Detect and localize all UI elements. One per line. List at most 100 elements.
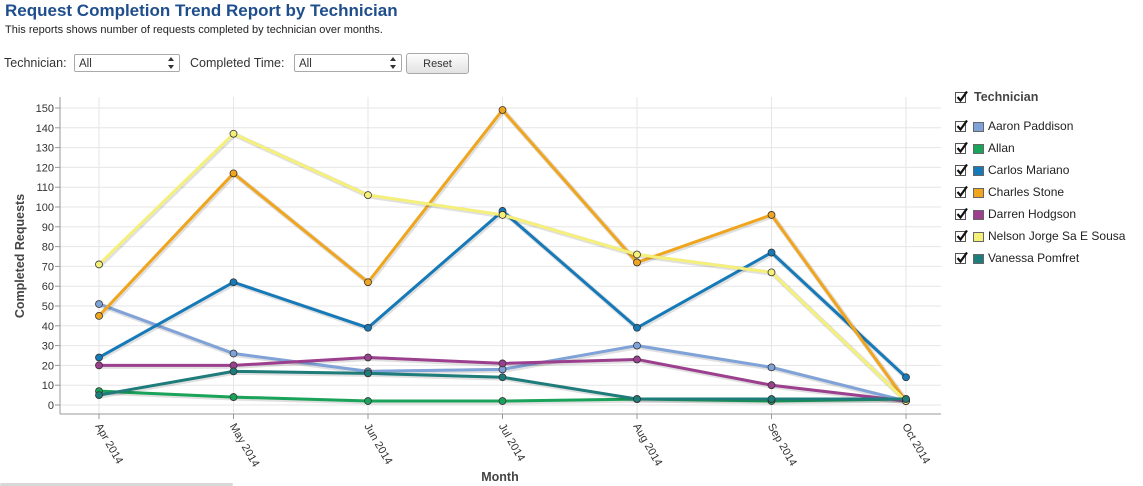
x-axis-title: Month bbox=[481, 470, 518, 484]
data-point[interactable] bbox=[229, 393, 238, 401]
legend-checkbox[interactable] bbox=[955, 207, 968, 220]
y-tick-label: 80 bbox=[42, 242, 54, 254]
y-tick-label: 140 bbox=[36, 123, 54, 135]
data-point[interactable] bbox=[364, 323, 372, 332]
data-point[interactable] bbox=[767, 268, 776, 277]
legend-label: Darren Hodgson bbox=[988, 207, 1077, 221]
data-point[interactable] bbox=[364, 397, 372, 405]
x-tick-label: Oct 2014 bbox=[899, 422, 932, 467]
data-point[interactable] bbox=[229, 278, 238, 287]
legend-label: Charles Stone bbox=[988, 185, 1065, 199]
data-point[interactable] bbox=[229, 129, 238, 138]
data-point[interactable] bbox=[95, 391, 103, 400]
data-point[interactable] bbox=[498, 397, 507, 405]
legend-checkbox[interactable] bbox=[955, 163, 968, 176]
completed-time-select[interactable]: All bbox=[294, 54, 402, 72]
legend-checkbox[interactable] bbox=[955, 141, 968, 154]
legend-label: Aaron Paddison bbox=[988, 119, 1074, 133]
check-icon bbox=[956, 141, 968, 154]
x-tick-label: Jun 2014 bbox=[361, 422, 394, 467]
legend-checkbox[interactable] bbox=[955, 229, 968, 242]
data-point[interactable] bbox=[767, 381, 776, 390]
legend-title-checkbox[interactable] bbox=[955, 90, 968, 103]
data-point[interactable] bbox=[364, 278, 372, 287]
data-point[interactable] bbox=[633, 395, 641, 403]
y-tick-label: 90 bbox=[42, 222, 54, 234]
technician-filter-label: Technician: bbox=[4, 56, 67, 70]
check-icon bbox=[956, 163, 968, 176]
y-tick-label: 10 bbox=[42, 380, 54, 392]
data-point[interactable] bbox=[767, 248, 776, 257]
data-point[interactable] bbox=[229, 169, 238, 178]
data-point[interactable] bbox=[229, 349, 238, 358]
check-icon bbox=[956, 119, 968, 132]
y-axis-title: Completed Requests bbox=[13, 194, 27, 318]
data-point[interactable] bbox=[633, 323, 641, 332]
legend-swatch bbox=[973, 166, 984, 176]
data-point[interactable] bbox=[767, 395, 776, 403]
data-point[interactable] bbox=[902, 395, 910, 403]
completed-time-select-value: All bbox=[299, 58, 312, 70]
data-point[interactable] bbox=[364, 369, 372, 378]
legend-checkbox[interactable] bbox=[955, 251, 968, 264]
y-tick-label: 120 bbox=[36, 162, 54, 174]
data-point[interactable] bbox=[95, 353, 103, 362]
data-point[interactable] bbox=[95, 300, 103, 308]
technician-select-value: All bbox=[79, 58, 92, 70]
check-icon bbox=[956, 90, 968, 103]
report-subtitle: This reports shows number of requests co… bbox=[5, 24, 383, 36]
data-point[interactable] bbox=[902, 373, 910, 382]
reset-button[interactable]: Reset bbox=[406, 53, 469, 74]
data-point[interactable] bbox=[498, 373, 507, 382]
legend-swatch bbox=[973, 144, 984, 154]
horizontal-scrollbar[interactable] bbox=[0, 483, 233, 486]
data-point[interactable] bbox=[767, 363, 776, 372]
data-point[interactable] bbox=[364, 353, 372, 362]
line-chart: 0 10 20 30 40 50 60 70 80 90 100 110 120 130 140 150 Apr… bbox=[13, 97, 941, 484]
legend-label: Allan bbox=[988, 141, 1015, 155]
legend-swatch bbox=[973, 254, 984, 264]
data-point[interactable] bbox=[633, 355, 641, 364]
x-tick-label: Apr 2014 bbox=[92, 422, 125, 467]
y-tick-label: 150 bbox=[36, 103, 54, 115]
legend-swatch bbox=[973, 122, 984, 132]
x-tick-label: Sep 2014 bbox=[765, 422, 799, 469]
y-tick-label: 60 bbox=[42, 281, 54, 293]
completed-time-filter-label: Completed Time: bbox=[190, 56, 285, 70]
y-tick-label: 50 bbox=[42, 301, 54, 313]
check-icon bbox=[956, 207, 968, 220]
data-point[interactable] bbox=[498, 106, 507, 114]
check-icon bbox=[956, 185, 968, 198]
legend-title-label: Technician bbox=[974, 90, 1039, 104]
check-icon bbox=[956, 251, 968, 264]
y-tick-label: 0 bbox=[48, 400, 54, 412]
data-point[interactable] bbox=[95, 361, 103, 370]
legend-checkbox[interactable] bbox=[955, 119, 968, 132]
data-point[interactable] bbox=[229, 367, 238, 376]
technician-select[interactable]: All bbox=[74, 54, 180, 72]
legend-label: Carlos Mariano bbox=[988, 163, 1070, 177]
y-tick-label: 110 bbox=[36, 182, 54, 194]
check-icon bbox=[956, 229, 968, 242]
legend-swatch bbox=[973, 232, 984, 242]
y-tick-label: 100 bbox=[36, 202, 54, 214]
select-arrows-icon bbox=[390, 57, 397, 69]
data-point[interactable] bbox=[767, 211, 776, 219]
x-tick-label: Jul 2014 bbox=[496, 422, 527, 464]
y-tick-label: 40 bbox=[42, 321, 54, 333]
legend-label: Nelson Jorge Sa E Sousa bbox=[988, 229, 1126, 243]
data-point[interactable] bbox=[95, 260, 103, 269]
legend-checkbox[interactable] bbox=[955, 185, 968, 198]
data-point[interactable] bbox=[498, 359, 507, 368]
y-tick-label: 130 bbox=[36, 143, 54, 155]
data-point[interactable] bbox=[633, 250, 641, 259]
x-tick-label: Aug 2014 bbox=[630, 422, 664, 469]
legend-swatch bbox=[973, 188, 984, 198]
y-tick-label: 30 bbox=[42, 341, 54, 353]
data-point[interactable] bbox=[633, 258, 641, 267]
data-point[interactable] bbox=[364, 191, 372, 200]
data-point[interactable] bbox=[95, 311, 103, 320]
report-title: Request Completion Trend Report by Techn… bbox=[5, 1, 398, 20]
data-point[interactable] bbox=[498, 211, 507, 219]
data-point[interactable] bbox=[633, 341, 641, 350]
